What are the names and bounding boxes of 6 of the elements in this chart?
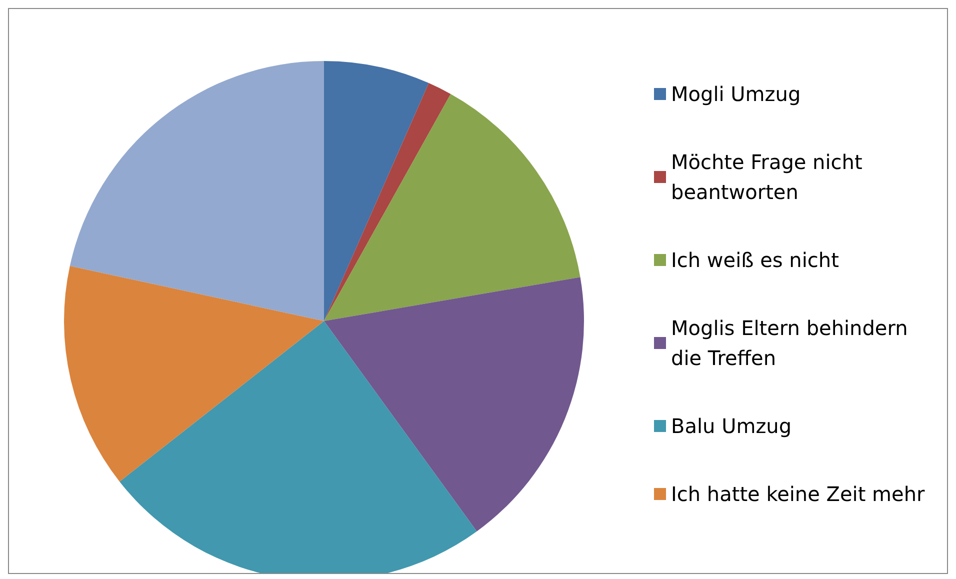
legend-label: Mogli Umzug	[671, 82, 801, 106]
legend-label: Ich weiß es nicht	[671, 248, 840, 272]
legend-label: Balu Umzug	[671, 414, 792, 438]
legend-label: Möchte Frage nicht beantworten	[671, 150, 869, 204]
legend-label: Moglis Eltern behindern die Treffen	[671, 316, 914, 370]
legend-label: Ich hatte keine Zeit mehr	[671, 482, 926, 506]
